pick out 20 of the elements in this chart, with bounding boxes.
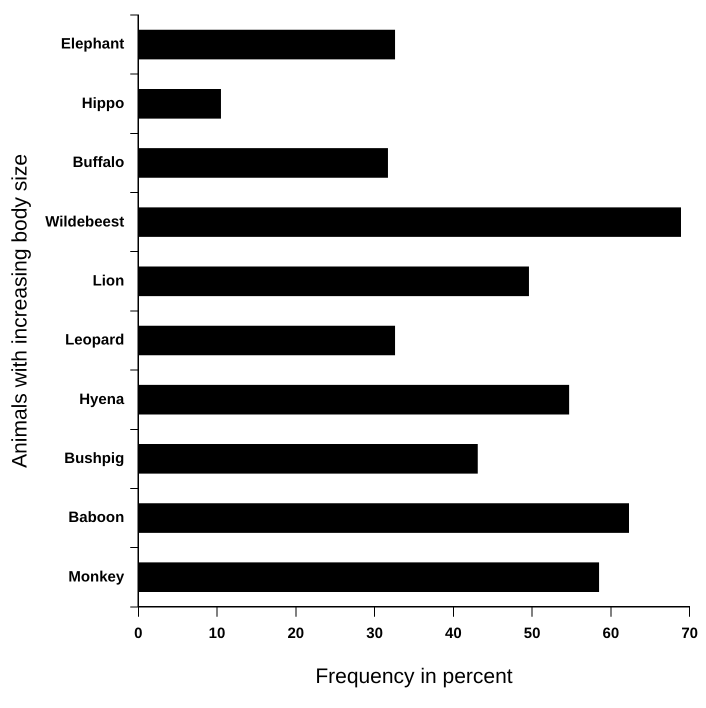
x-axis-title: Frequency in percent (315, 665, 513, 688)
x-tick-label: 20 (287, 624, 304, 642)
y-tick-label: Elephant (60, 36, 124, 53)
y-tick-label: Baboon (68, 509, 124, 526)
x-tick-label: 60 (602, 624, 620, 642)
x-tick-label: 30 (366, 624, 383, 642)
y-tick-label: Leopard (65, 332, 124, 349)
y-tick-label: Wildebeest (45, 213, 124, 230)
x-tick-label: 0 (134, 624, 142, 642)
y-axis-title: Animals with increasing body size (8, 154, 32, 468)
y-tick-label: Monkey (68, 568, 125, 586)
x-tick-label: 70 (681, 624, 698, 642)
x-tick-label: 40 (444, 624, 462, 642)
y-tick-label: Lion (92, 272, 124, 290)
x-tick-label: 50 (524, 624, 540, 642)
y-tick-label: Buffalo (72, 154, 124, 172)
y-tick-label: Hippo (82, 94, 124, 112)
y-tick-label: Hyena (79, 390, 125, 408)
y-tick-label: Bushpig (64, 450, 124, 467)
x-tick-label: 10 (208, 624, 226, 642)
